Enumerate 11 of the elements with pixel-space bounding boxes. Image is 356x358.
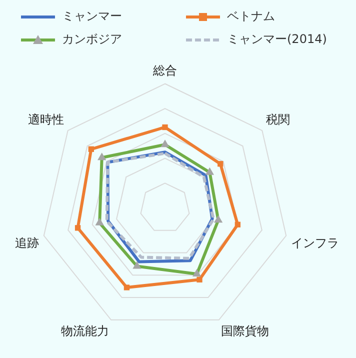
spoke-label: インフラ: [291, 236, 339, 250]
legend-label: ミャンマー(2014): [227, 31, 327, 48]
legend-label: ミャンマー: [62, 8, 122, 25]
spoke-label: 税関: [266, 112, 290, 126]
spoke-label: 総合: [152, 64, 177, 78]
spoke-label: 物流能力: [60, 324, 109, 338]
spoke-label: 適時性: [28, 112, 64, 126]
spoke-label: 国際貨物: [221, 324, 270, 338]
legend-label: ベトナム: [227, 8, 275, 25]
spoke-label: 追跡: [15, 236, 39, 250]
legend-label: カンボジア: [62, 31, 122, 48]
